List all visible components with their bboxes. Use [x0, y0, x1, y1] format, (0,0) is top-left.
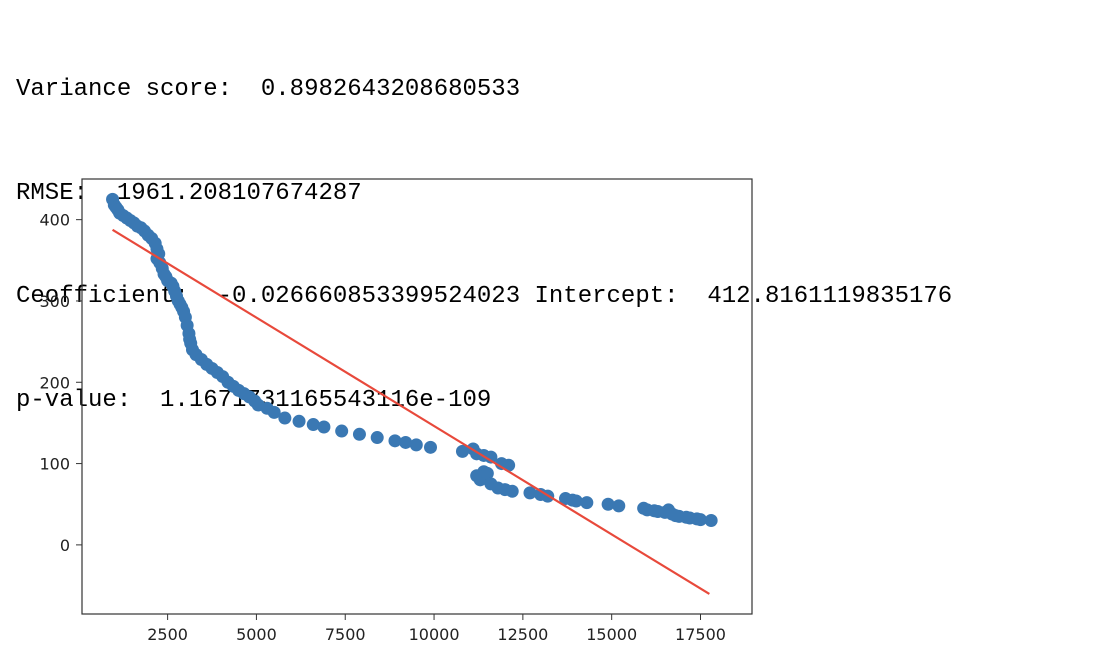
data-point: [601, 497, 615, 511]
coefficient-label: Ceofficient:: [16, 283, 189, 310]
data-point: [292, 414, 306, 428]
y-tick-label: 100: [39, 455, 70, 474]
intercept-label: Intercept:: [534, 283, 679, 310]
data-point: [580, 496, 594, 510]
data-point: [278, 411, 292, 425]
intercept-value: 412.8161119835176: [707, 283, 953, 310]
rmse-line: RMSE: 1961.208107674287: [16, 177, 952, 212]
data-point: [388, 434, 402, 448]
x-tick-label: 12500: [497, 625, 548, 644]
pvalue-value: 1.1671731165543116e-109: [160, 386, 492, 414]
y-tick-label: 0: [60, 536, 70, 555]
y-tick-label: 400: [39, 211, 70, 230]
data-point: [480, 466, 494, 480]
plot-area: 2500 5000 7500 10000 12500 15000 17500 0 100 200 3…: [39, 178, 753, 644]
data-point: [704, 513, 718, 527]
y-tick-label: 200: [39, 373, 70, 392]
x-tick-label: 17500: [675, 625, 726, 644]
x-tick-label: 10000: [409, 625, 460, 644]
data-point: [455, 444, 469, 458]
x-tick-label: 2500: [147, 625, 188, 644]
rmse-label: RMSE:: [16, 179, 89, 207]
y-tick-label: 300: [39, 292, 70, 311]
pvalue-label: p-value:: [16, 386, 132, 414]
data-point: [523, 486, 537, 500]
data-point: [306, 418, 320, 432]
variance-label: Variance score:: [16, 76, 233, 103]
plot-frame: [81, 178, 753, 615]
x-tick-label: 5000: [236, 625, 277, 644]
data-point: [505, 484, 519, 498]
variance-line: Variance score: 0.8982643208680533: [16, 73, 952, 108]
data-point: [352, 427, 366, 441]
regression-output: Variance score: 0.8982643208680533 RMSE:…: [16, 4, 952, 453]
regression-line: [111, 228, 710, 595]
data-point: [423, 440, 437, 454]
data-point: [409, 438, 423, 452]
pvalue-line: p-value: 1.1671731165543116e-109: [16, 384, 952, 419]
data-point: [569, 494, 583, 508]
data-point: [267, 405, 281, 419]
x-tick-label: 15000: [586, 625, 637, 644]
data-point: [612, 499, 626, 513]
variance-value: 0.8982643208680533: [260, 76, 521, 103]
data-point: [335, 424, 349, 438]
data-point: [317, 420, 331, 434]
data-point: [693, 513, 707, 527]
data-point: [399, 435, 413, 449]
data-point: [370, 431, 384, 445]
data-point: [484, 450, 498, 464]
rmse-value: 1961.208107674287: [116, 179, 362, 207]
coefficient-line: Ceofficient: -0.026660853399524023 Inter…: [16, 280, 952, 315]
coefficient-value: -0.026660853399524023: [217, 283, 521, 310]
x-tick-label: 7500: [325, 625, 366, 644]
